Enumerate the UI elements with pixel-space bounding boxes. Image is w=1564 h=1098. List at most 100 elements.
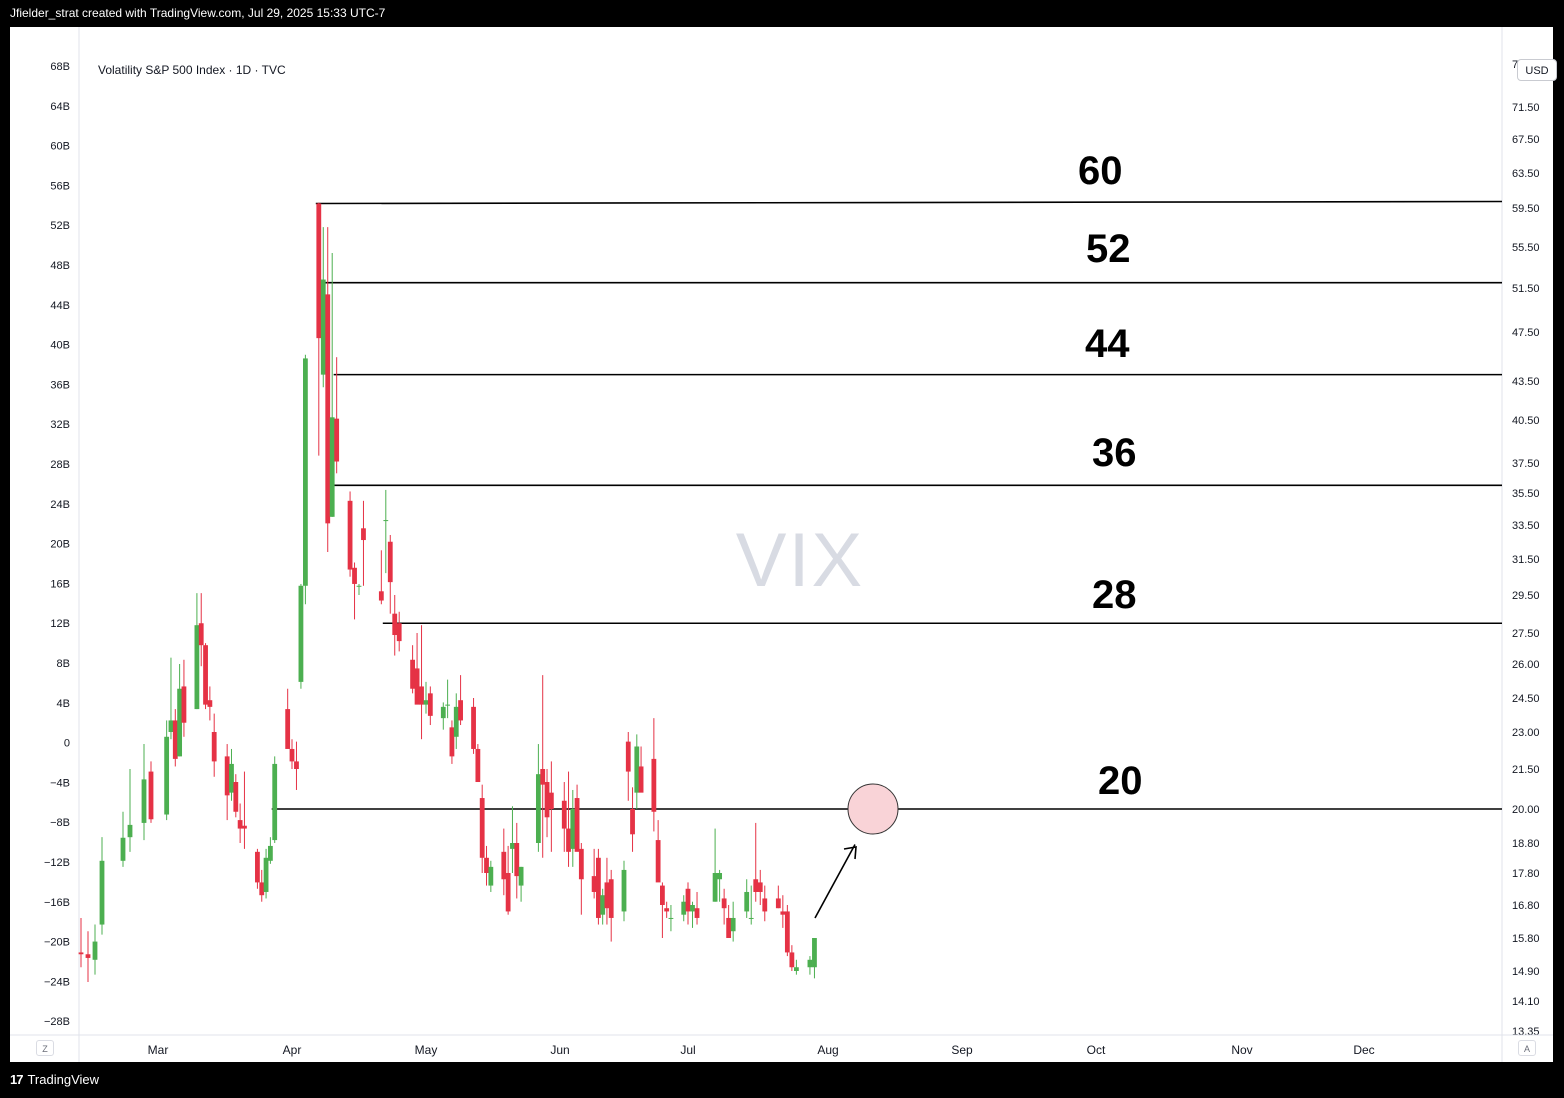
candle-body [604, 882, 610, 909]
chart-panel[interactable]: 68B 64B 60B 56B 52B 48B 44B 40B 36B 32B 28B 24B 20B 1… [10, 27, 1557, 1062]
candle-body [540, 769, 546, 785]
symbol-watermark: VIX [735, 518, 865, 603]
candle-body [651, 758, 657, 812]
tradingview-footer: 17 TradingView [10, 1072, 99, 1087]
left-axis-tick-label: 52B [50, 220, 70, 232]
candle-body [660, 885, 665, 905]
candle-body [127, 824, 133, 838]
candle [272, 756, 278, 843]
candle [303, 354, 308, 605]
candle-body [92, 941, 98, 960]
auto-scale-left-button[interactable]: Z [36, 1040, 54, 1056]
candle [445, 679, 451, 719]
right-axis-tick-label: 71.50 [1512, 102, 1540, 114]
level-label-44: 44 [1085, 322, 1130, 366]
candle-body [383, 520, 389, 522]
candle-body [591, 876, 597, 892]
candle-body [574, 798, 580, 852]
candle-body [387, 541, 393, 583]
candle [387, 534, 393, 614]
left-axis-tick-label: 44B [50, 300, 70, 312]
candle-body [99, 860, 105, 925]
candle [518, 866, 524, 902]
candle [181, 659, 187, 737]
candle-body [263, 857, 269, 892]
candle-body [453, 706, 459, 737]
candle-body [255, 851, 260, 883]
candle [267, 837, 273, 864]
candle [414, 633, 420, 705]
candle [168, 657, 174, 740]
candle-body [85, 954, 91, 958]
candle-body [172, 720, 178, 759]
candle [449, 720, 455, 764]
candle [668, 905, 674, 932]
level-label-52: 52 [1086, 227, 1131, 271]
candle [259, 869, 265, 902]
candle-body [207, 700, 213, 707]
candle-body [78, 952, 84, 955]
highlight-circle [847, 783, 899, 835]
candle [807, 956, 813, 975]
candle [501, 828, 507, 896]
candle [419, 625, 424, 740]
candle-body [423, 700, 429, 705]
candle [762, 885, 768, 922]
candle-body [535, 774, 541, 843]
candle-body [600, 895, 606, 915]
time-axis-tick-label: Dec [1353, 1043, 1374, 1057]
candle-body [233, 782, 239, 812]
right-axis-tick-label: 51.50 [1512, 283, 1540, 295]
auto-scale-right-button[interactable]: A [1518, 1040, 1536, 1056]
right-axis-tick-label: 67.50 [1512, 134, 1540, 146]
chart-canvas[interactable]: 68B 64B 60B 56B 52B 48B 44B 40B 36B 32B 28B 24B 20B 1… [10, 27, 1553, 1062]
right-axis-tick-label: 27.50 [1512, 628, 1540, 640]
candle-body [361, 528, 366, 541]
candle-body [168, 720, 174, 732]
candle [458, 675, 463, 726]
candle [120, 811, 126, 867]
candle [479, 784, 485, 873]
candle-body [267, 845, 273, 861]
candle-body [181, 686, 187, 723]
right-axis-tick-label: 26.00 [1512, 659, 1540, 671]
candle-body [440, 706, 446, 719]
candle-body [789, 952, 795, 968]
candle-body [544, 782, 550, 818]
candle [325, 227, 331, 553]
candle [148, 761, 154, 823]
candle-body [694, 908, 700, 918]
candle [471, 698, 476, 754]
candle-body [194, 625, 200, 710]
left-axis-tick-label: 16B [50, 578, 70, 590]
candle-body [744, 891, 750, 912]
candle [289, 739, 295, 769]
right-axis-tick-label: 59.50 [1512, 203, 1540, 215]
candle [396, 611, 402, 652]
candle-body [164, 736, 170, 815]
candle [172, 709, 178, 767]
candle-body [685, 888, 691, 912]
candle-body [356, 585, 362, 587]
candle [681, 895, 687, 922]
candle-body [378, 591, 384, 601]
left-axis-tick-label: 60B [50, 141, 70, 153]
left-axis-tick-label: −28B [44, 1016, 70, 1028]
level-label-28: 28 [1092, 573, 1137, 617]
candle-body [242, 825, 247, 829]
candle [356, 583, 362, 595]
right-axis-tick-label: 63.50 [1512, 168, 1540, 180]
candle-body [630, 809, 635, 835]
candle [540, 675, 546, 858]
left-axis-tick-label: 68B [50, 61, 70, 73]
candle-body [148, 771, 154, 820]
candle-body [419, 686, 424, 705]
candle [127, 769, 133, 852]
currency-button[interactable]: USD [1517, 59, 1557, 81]
candle [427, 686, 433, 726]
candle-body [298, 585, 304, 682]
candle [780, 895, 786, 928]
candle [361, 500, 366, 586]
candle-body [445, 704, 451, 706]
level-label-36: 36 [1092, 431, 1137, 475]
